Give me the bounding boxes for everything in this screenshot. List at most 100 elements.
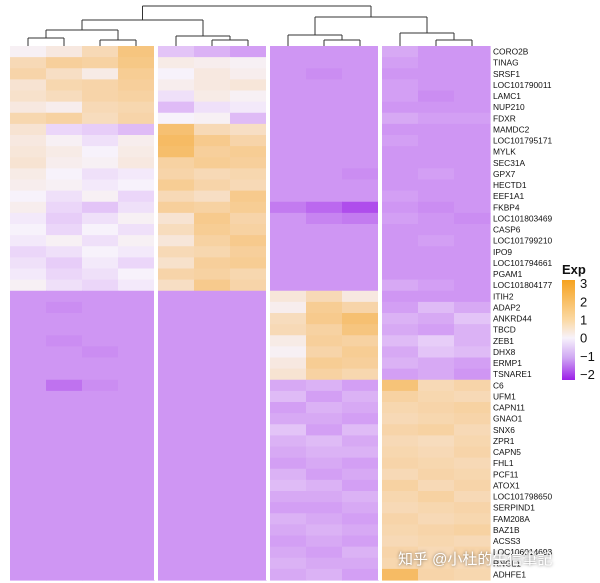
heatmap-cell [82,90,119,103]
heatmap-cell [158,57,195,69]
heatmap-cell [10,424,47,436]
heatmap-cell [270,313,307,325]
heatmap-cell [382,101,419,114]
heatmap-cell [382,68,419,80]
heatmap-cell [270,413,307,425]
heatmap-cell [454,368,491,381]
heatmap-cell [10,468,47,481]
gene-label: ANKRD44 [493,314,532,324]
heatmap-cell [454,424,491,436]
heatmap-cell [158,146,195,158]
heatmap-cell [194,268,231,281]
heatmap-cell [382,424,419,436]
heatmap-cell [158,268,195,281]
heatmap-cell [230,268,267,281]
group-separator [266,46,270,580]
heatmap-cell [46,290,83,303]
heatmap-cell [342,290,379,303]
heatmap-cell [306,101,343,114]
heatmap-cell [230,135,267,147]
heatmap-cell [454,201,491,214]
heatmap-cell [46,90,83,103]
heatmap-cell [46,224,83,236]
heatmap-cell [194,546,231,559]
heatmap-cell [158,390,195,403]
heatmap-cell [82,335,119,347]
heatmap-cell [10,190,47,203]
heatmap-cell [306,235,343,247]
heatmap-cell [230,235,267,247]
heatmap-cell [342,68,379,80]
heatmap-cell [342,379,379,392]
heatmap-cell [382,79,419,92]
heatmap-cell [194,90,231,103]
heatmap-cell [270,212,307,225]
heatmap-cell [82,46,119,58]
heatmap-cell [82,435,119,448]
heatmap-cell [382,168,419,181]
heatmap-cell [230,357,267,370]
heatmap-cell [270,101,307,114]
heatmap-cell [454,402,491,414]
gene-label: LOC101794661 [493,258,552,268]
gene-label: LOC101795171 [493,136,552,146]
heatmap-cell [270,335,307,347]
heatmap-cell [270,446,307,459]
heatmap-cell [118,435,155,448]
heatmap-cell [194,157,231,169]
heatmap-cell [342,79,379,92]
heatmap-cell [418,524,455,537]
heatmap-cell [306,513,343,525]
heatmap-cell [270,146,307,158]
heatmap-cell [194,479,231,492]
heatmap-cell [158,346,195,359]
heatmap-cell [158,435,195,448]
heatmap-cell [418,513,455,525]
heatmap-cell [342,46,379,58]
heatmap-cell [194,502,231,514]
heatmap-cell [82,235,119,247]
heatmap-cell [306,279,343,292]
heatmap-cell [418,135,455,147]
heatmap-cell [342,402,379,414]
heatmap-cell [158,546,195,559]
heatmap-cell [454,224,491,236]
heatmap-cell [46,379,83,392]
legend-tick-label: 3 [580,276,587,291]
heatmap-cell [454,468,491,481]
heatmap-cell [270,135,307,147]
heatmap-cell [194,491,231,503]
heatmap-cell [118,546,155,559]
heatmap-cell [306,212,343,225]
heatmap-cell [230,157,267,169]
heatmap-cell [418,157,455,169]
heatmap-cell [158,379,195,392]
group-separator [154,46,158,580]
heatmap-cell [194,57,231,69]
heatmap-cell [46,168,83,181]
heatmap-cell [158,168,195,181]
heatmap-cell [342,413,379,425]
heatmap-cell [382,57,419,69]
heatmap-cell [46,546,83,559]
heatmap-cell [342,268,379,281]
heatmap-cell [342,313,379,325]
heatmap-cell [454,324,491,336]
gene-labels: CORO2BTINAGSRSF1LOC101790011LAMC1NUP210F… [493,47,552,580]
heatmap-cell [82,535,119,548]
heatmap-cell [342,502,379,514]
heatmap-cell [230,246,267,258]
heatmap-cell [230,424,267,436]
heatmap-cell [158,513,195,525]
heatmap-cell [10,413,47,425]
heatmap-cell [10,357,47,370]
heatmap-cell [306,313,343,325]
heatmap-cell [454,112,491,125]
heatmap-cell [382,279,419,292]
heatmap-cell [10,157,47,169]
heatmap-cell [10,179,47,192]
heatmap-cell [418,568,455,581]
heatmap-cell [46,268,83,281]
heatmap-cell [118,123,155,136]
heatmap-cell [118,313,155,325]
